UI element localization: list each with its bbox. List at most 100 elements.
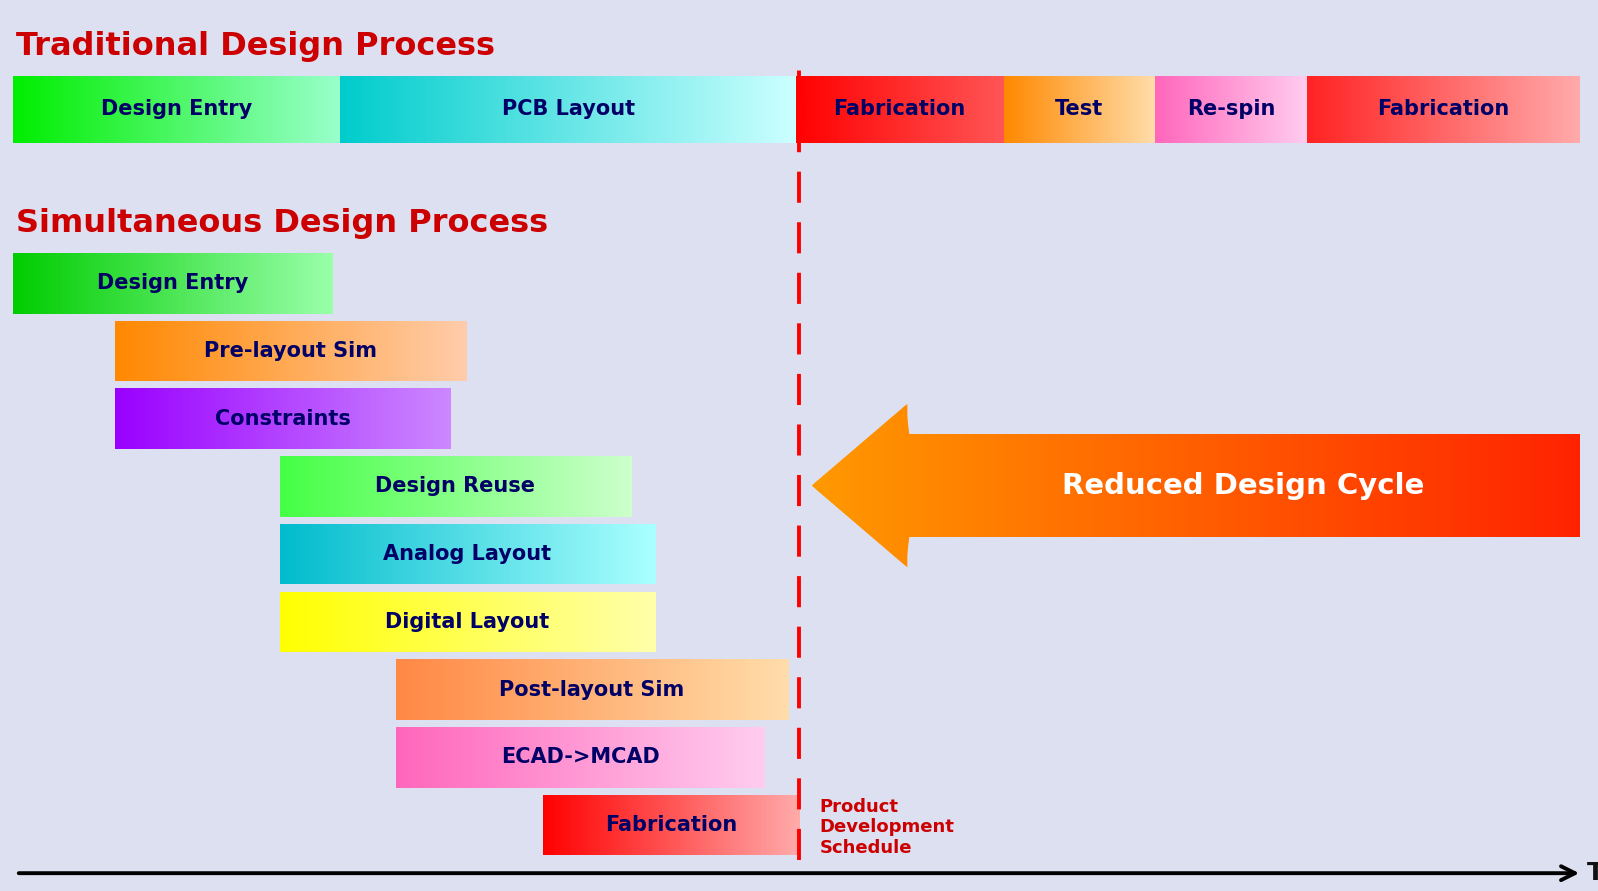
Bar [197, 321, 198, 381]
Bar [631, 795, 633, 855]
Bar [610, 592, 612, 652]
Bar [499, 727, 500, 788]
Bar [312, 388, 313, 449]
Bar [682, 659, 684, 720]
Bar [585, 659, 588, 720]
Bar [455, 592, 457, 652]
Bar [299, 253, 300, 314]
Bar [711, 795, 713, 855]
Bar [332, 321, 334, 381]
Bar [762, 659, 765, 720]
Bar [406, 321, 407, 381]
Polygon shape [1163, 434, 1167, 537]
Bar [1524, 76, 1526, 143]
Bar [208, 76, 211, 143]
Bar [714, 659, 718, 720]
Bar [291, 76, 292, 143]
Bar [730, 795, 732, 855]
Bar [305, 321, 307, 381]
Bar [519, 592, 523, 652]
Bar [644, 592, 646, 652]
Bar [582, 727, 583, 788]
Polygon shape [1055, 434, 1059, 537]
Bar [770, 659, 772, 720]
Bar [305, 388, 307, 449]
Polygon shape [1470, 434, 1473, 537]
Bar [129, 321, 131, 381]
Bar [294, 524, 296, 584]
Bar [420, 321, 423, 381]
Bar [543, 592, 547, 652]
Bar [527, 456, 531, 517]
Bar [703, 727, 705, 788]
Bar [578, 524, 582, 584]
Bar [254, 253, 256, 314]
Bar [1355, 76, 1357, 143]
Bar [567, 76, 569, 143]
Polygon shape [1540, 434, 1544, 537]
Bar [446, 76, 449, 143]
Bar [368, 321, 371, 381]
Bar [316, 456, 318, 517]
Polygon shape [1485, 434, 1488, 537]
Bar [527, 456, 529, 517]
Bar [657, 795, 660, 855]
Bar [123, 76, 125, 143]
Polygon shape [1221, 434, 1224, 537]
Bar [307, 388, 308, 449]
Bar [1457, 76, 1459, 143]
Bar [686, 795, 687, 855]
Bar [360, 388, 361, 449]
Bar [479, 659, 483, 720]
Bar [793, 795, 794, 855]
Bar [636, 727, 638, 788]
Bar [329, 524, 332, 584]
Text: Constraints: Constraints [214, 409, 352, 429]
Bar [195, 388, 198, 449]
Bar [1413, 76, 1414, 143]
Bar [213, 388, 214, 449]
Bar [710, 727, 713, 788]
Bar [409, 727, 411, 788]
Bar [438, 592, 441, 652]
Bar [523, 76, 524, 143]
Bar [722, 76, 725, 143]
Bar [727, 659, 730, 720]
Bar [115, 76, 117, 143]
Bar [272, 388, 273, 449]
Bar [1523, 76, 1524, 143]
Bar [356, 388, 358, 449]
Bar [241, 253, 243, 314]
Bar [396, 321, 398, 381]
Bar [601, 659, 604, 720]
Bar [770, 659, 773, 720]
Bar [267, 76, 268, 143]
Bar [337, 456, 339, 517]
Bar [495, 659, 497, 720]
Bar [276, 253, 278, 314]
Bar [407, 727, 409, 788]
Bar [435, 76, 436, 143]
Bar [638, 659, 639, 720]
Bar [639, 659, 641, 720]
Bar [1465, 76, 1467, 143]
Bar [321, 592, 323, 652]
Bar [184, 321, 185, 381]
Bar [128, 253, 129, 314]
Bar [401, 321, 403, 381]
Bar [339, 456, 340, 517]
Bar [1470, 76, 1472, 143]
Polygon shape [959, 434, 964, 537]
Bar [732, 795, 733, 855]
Polygon shape [813, 481, 817, 490]
Bar [457, 76, 460, 143]
Bar [570, 524, 572, 584]
Bar [377, 76, 379, 143]
Polygon shape [1283, 434, 1286, 537]
Bar [534, 456, 535, 517]
Bar [551, 659, 555, 720]
Bar [318, 592, 321, 652]
Bar [561, 795, 562, 855]
Bar [352, 456, 355, 517]
Bar [395, 524, 396, 584]
